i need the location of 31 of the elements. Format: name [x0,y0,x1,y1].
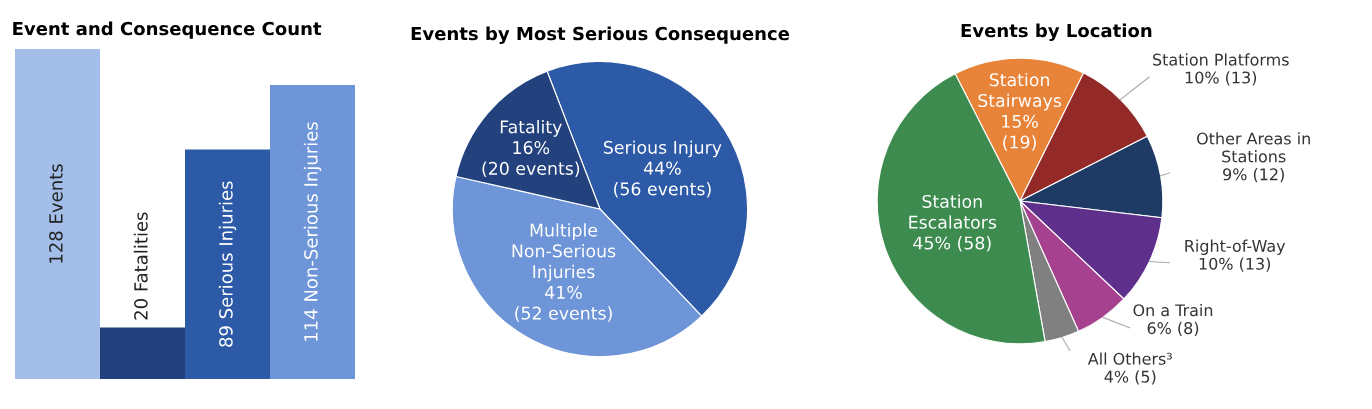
data-label: 20 Fatalities [133,212,148,320]
slice-label: Right-of-Way [1185,239,1286,256]
slice-label: On a Train [1133,303,1213,317]
data-label: 114 Non-Serious Injuries [303,122,322,341]
data-label: 89 Serious Injuries [218,181,237,347]
data-label: 10% (13) [1199,257,1271,272]
slice-label: All Others³ [1087,352,1172,365]
data-label: 45% (58) [913,236,991,252]
data-label: 16% (20 events) [482,141,580,177]
data-label: 9% (12) [1223,168,1284,183]
bar [185,149,270,379]
bar [270,85,355,379]
bar [100,327,185,379]
slice-label: Station Stairways [978,72,1062,111]
chart-title: Event and Consequence Count [13,21,322,39]
chart-title: Events by Most Serious Consequence [411,26,790,45]
data-label: 15% (19) [1002,114,1038,151]
slice-label: Multiple Non-Serious Injuries [512,223,616,282]
data-label: 10% (13) [1185,71,1257,86]
slice-label: Other Areas in Stations [1197,132,1310,163]
slice-label: Station Escalators [909,194,997,229]
chart-title: Events by Location [961,23,1152,42]
data-label: 6% (8) [1147,321,1199,337]
data-label: 41% (52 events) [515,285,612,322]
slice-label: Serious Injury [603,140,722,158]
data-label: 44% (56 events) [614,161,711,198]
data-label: 4% (5) [1104,370,1156,385]
data-label: 128 Events [49,164,63,263]
slice-label: Fatality [500,119,562,137]
bar [15,49,100,379]
slice-label: Station Platforms [1153,53,1289,66]
